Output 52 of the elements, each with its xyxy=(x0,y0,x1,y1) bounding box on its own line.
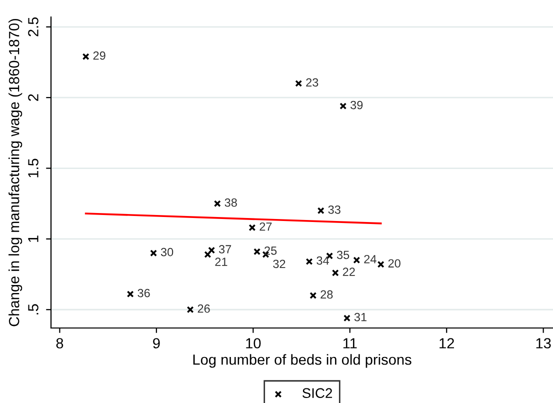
x-tick-label: 11 xyxy=(343,338,357,348)
point xyxy=(208,246,216,254)
point xyxy=(186,306,194,314)
annotation: 37 xyxy=(218,245,232,254)
point xyxy=(353,256,360,264)
annotation: 38 xyxy=(224,198,237,207)
y-tick-label: 2.5 xyxy=(28,17,38,36)
annotation: 29 xyxy=(93,51,106,60)
annotation: 34 xyxy=(316,256,329,265)
annotation: 36 xyxy=(138,288,150,298)
x-axis-title: Log number of beds in old prisons xyxy=(193,354,412,368)
annotation: 32 xyxy=(273,260,286,268)
point xyxy=(377,260,384,268)
point xyxy=(82,53,90,60)
y-tick-label: 1.5 xyxy=(28,158,38,178)
point xyxy=(306,258,313,266)
point xyxy=(126,290,134,298)
y-axis-title: Change in log manufacturing wage (1860-1870) xyxy=(8,18,22,326)
point xyxy=(214,200,221,208)
annotation: 31 xyxy=(354,312,366,322)
annotation: 30 xyxy=(160,248,174,256)
annotation: 20 xyxy=(388,259,400,268)
annotation: 24 xyxy=(364,254,376,264)
point xyxy=(317,207,324,214)
point xyxy=(340,102,347,110)
point xyxy=(343,314,350,322)
point xyxy=(254,248,261,256)
x-tick-label: 9 xyxy=(153,338,160,348)
annotation: 25 xyxy=(264,246,277,255)
point xyxy=(150,250,158,257)
x-tick-label: 12 xyxy=(440,338,454,348)
annotation: 26 xyxy=(198,304,210,313)
annotation: 21 xyxy=(215,258,228,266)
y-tick-label: 1 xyxy=(28,236,38,242)
annotation: 35 xyxy=(336,250,350,260)
x-tick-label: 10 xyxy=(246,338,261,348)
point xyxy=(204,250,212,258)
annotation: 39 xyxy=(350,100,363,110)
point xyxy=(332,269,339,276)
legend-label: SIC2 xyxy=(302,388,332,398)
annotation: 27 xyxy=(260,222,272,231)
annotation: 22 xyxy=(342,268,355,276)
annotation: 28 xyxy=(320,290,333,299)
annotation: 33 xyxy=(328,205,340,214)
x-tick-label: 8 xyxy=(56,338,64,348)
annotation: 23 xyxy=(306,78,318,87)
x-tick-label: 13 xyxy=(536,338,551,348)
y-tick-label: 2 xyxy=(28,94,38,101)
point xyxy=(295,80,302,87)
point xyxy=(310,292,317,299)
y-tick-label: .5 xyxy=(28,304,38,314)
point xyxy=(248,224,256,232)
